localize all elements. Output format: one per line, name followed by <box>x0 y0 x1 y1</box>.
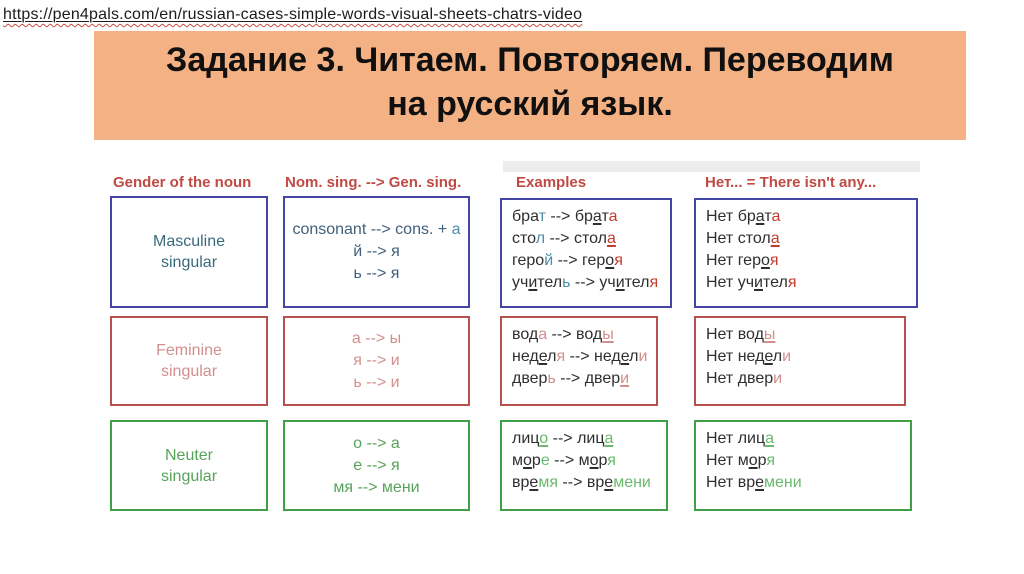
text-line: Masculine <box>152 233 226 250</box>
text-line: Нет стола <box>706 230 780 247</box>
slide-title-line-1: Задание 3. Читаем. Повторяем. Переводим <box>166 41 894 79</box>
text-line: singular <box>160 363 218 380</box>
text-line: вода --> воды <box>512 326 614 343</box>
col-header-rule: Nom. sing. --> Gen. sing. <box>285 174 462 191</box>
masculine-rules-box: consonant --> cons. + a й --> я ь --> я <box>283 196 470 308</box>
masculine-rules: consonant --> cons. + a й --> я ь --> я <box>292 219 460 285</box>
text-line: consonant --> cons. + a <box>292 221 461 238</box>
page-url-text: https://pen4pals.com/en/russian-cases-si… <box>3 6 583 23</box>
title-banner: Задание 3. Читаем. Повторяем. Переводим … <box>94 31 966 140</box>
feminine-net-box: Нет воды Нет недели Нет двери <box>694 316 906 406</box>
text-line: мя --> мени <box>333 478 420 496</box>
masculine-examples-box: брат --> брата стол --> стола герой --> ге… <box>500 198 672 308</box>
text-line: учитель --> учителя <box>512 274 659 291</box>
neuter-rules-box: о --> а е --> я мя --> мени <box>283 420 470 511</box>
text-line: Нет лица <box>706 430 775 447</box>
text-line: Нет недели <box>706 348 792 365</box>
text-line: лицо --> лица <box>512 430 614 447</box>
page-url-link[interactable]: https://pen4pals.com/en/russian-cases-si… <box>3 6 582 24</box>
neuter-examples: лицо --> лица море --> моря время --> врем… <box>502 422 666 494</box>
feminine-label: Feminine singular <box>156 340 222 382</box>
feminine-rules-box: а --> ы я --> и ь --> и <box>283 316 470 406</box>
masculine-net-box: Нет брата Нет стола Нет героя Нет учителя <box>694 198 918 308</box>
text-line: о --> а <box>353 434 400 452</box>
col-header-net: Нет... = There isn't any... <box>705 174 877 191</box>
masculine-net-examples: Нет брата Нет стола Нет героя Нет учителя <box>696 200 916 294</box>
masculine-examples: брат --> брата стол --> стола герой --> ге… <box>502 200 670 294</box>
masculine-label: Masculine singular <box>153 231 225 273</box>
text-line: море --> моря <box>512 452 616 469</box>
neuter-label: Neuter singular <box>161 445 217 487</box>
feminine-net-examples: Нет воды Нет недели Нет двери <box>696 318 904 390</box>
text-line: ь --> я <box>353 265 400 282</box>
text-line: е --> я <box>353 456 400 474</box>
text-line: singular <box>160 254 218 271</box>
text-line: Нет времени <box>706 474 802 491</box>
text-line: стол --> стола <box>512 230 616 247</box>
text-line: Нет двери <box>706 370 783 387</box>
col-header-examples: Examples <box>516 174 587 191</box>
neuter-label-box: Neuter singular <box>110 420 268 511</box>
masculine-label-box: Masculine singular <box>110 196 268 308</box>
text-line: я --> и <box>353 352 400 369</box>
feminine-examples: вода --> воды неделя --> недели дверь --> … <box>502 318 656 390</box>
text-line: а --> ы <box>351 330 402 347</box>
text-line: брат --> брата <box>512 208 618 225</box>
text-line: неделя --> недели <box>512 348 648 365</box>
text-line: Нет брата <box>706 208 781 225</box>
scan-artifact-strip <box>503 161 920 172</box>
neuter-net-box: Нет лица Нет моря Нет времени <box>694 420 912 511</box>
text-line: дверь --> двери <box>512 370 630 387</box>
text-line: Нет героя <box>706 252 779 269</box>
slide-title: Задание 3. Читаем. Повторяем. Переводим … <box>94 31 966 126</box>
text-line: Нет моря <box>706 452 775 469</box>
text-line: герой --> героя <box>512 252 623 269</box>
neuter-rules: о --> а е --> я мя --> мени <box>333 433 419 499</box>
text-line: ь --> и <box>353 374 400 391</box>
col-header-gender: Gender of the noun <box>113 174 252 191</box>
text-line: время --> времени <box>512 474 651 491</box>
text-line: Нет воды <box>706 326 776 343</box>
feminine-label-box: Feminine singular <box>110 316 268 406</box>
text-line: Neuter <box>164 446 214 464</box>
feminine-examples-box: вода --> воды неделя --> недели дверь --> … <box>500 316 658 406</box>
neuter-examples-box: лицо --> лица море --> моря время --> врем… <box>500 420 668 511</box>
neuter-net-examples: Нет лица Нет моря Нет времени <box>696 422 910 494</box>
text-line: Feminine <box>156 342 222 359</box>
slide-title-line-2: на русский язык. <box>387 85 673 123</box>
feminine-rules: а --> ы я --> и ь --> и <box>352 328 401 394</box>
text-line: Нет учителя <box>706 274 797 291</box>
text-line: singular <box>160 467 218 485</box>
text-line: й --> я <box>353 243 400 260</box>
